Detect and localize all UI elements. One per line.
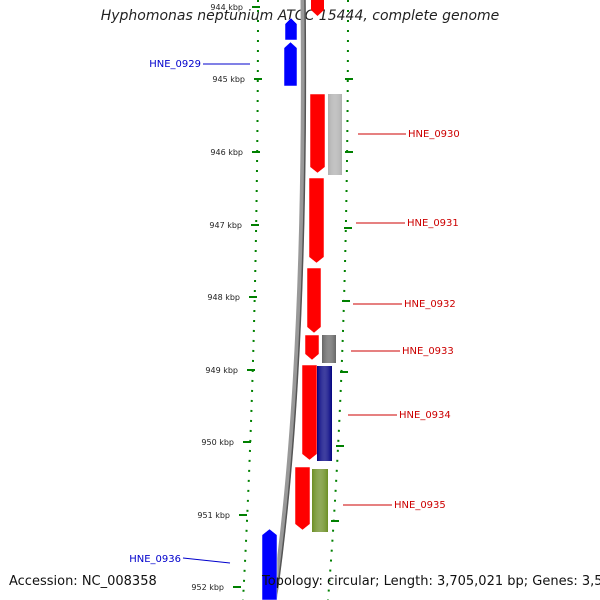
kbp-tick-label: 944 kbp bbox=[210, 3, 243, 12]
gene-arrow-hne-0929 bbox=[283, 41, 298, 87]
feature-box-shine bbox=[322, 335, 336, 363]
gene-label-hne-0929: HNE_0929 bbox=[149, 59, 201, 70]
feature-box-shine bbox=[312, 469, 328, 532]
gene-label-hne-0936: HNE_0936 bbox=[129, 554, 181, 565]
kbp-tick-label: 945 kbp bbox=[212, 75, 245, 84]
feature-box-shine bbox=[317, 366, 332, 461]
gene-label-hne-0935: HNE_0935 bbox=[394, 500, 446, 511]
genome-summary: Topology: circular; Length: 3,705,021 bp… bbox=[262, 574, 600, 589]
gene-leader-line bbox=[182, 557, 231, 564]
genome-backbone-shade bbox=[275, 0, 307, 600]
kbp-tick-label: 950 kbp bbox=[201, 438, 234, 447]
gene-label-hne-0933: HNE_0933 bbox=[402, 346, 454, 357]
genome-backbone bbox=[271, 0, 306, 600]
kbp-tick-label: 948 kbp bbox=[207, 293, 240, 302]
kbp-ticks: 944 kbp 945 kbp 946 kbp 947 kbp 948 kbp 949 k… bbox=[191, 3, 353, 592]
kbp-tick-label: 952 kbp bbox=[191, 583, 224, 592]
feature-box-shine bbox=[328, 94, 342, 175]
gene-label-hne-0931: HNE_0931 bbox=[407, 218, 459, 229]
gene-label-hne-0934: HNE_0934 bbox=[399, 410, 451, 421]
gene-label-hne-0930: HNE_0930 bbox=[408, 129, 460, 140]
gene-labels-layer: HNE_0929 HNE_0930 HNE_0931 HNE_0932 HNE_0933… bbox=[129, 59, 460, 565]
kbp-tick-label: 946 kbp bbox=[210, 148, 243, 157]
gene-arrow-hne-0929 bbox=[284, 17, 298, 41]
left-dotted-guide bbox=[242, 0, 259, 600]
gene-arrow-hne-0935 bbox=[294, 466, 311, 531]
genes-layer bbox=[261, 0, 342, 600]
gene-arrow-hne-0931 bbox=[308, 177, 325, 264]
gene-arrow-hne-0933 bbox=[304, 334, 320, 361]
genome-title: Hyphomonas neptunium ATCC 15444, complet… bbox=[100, 8, 500, 24]
gene-arrow-hne-0936 bbox=[261, 528, 278, 600]
kbp-tick-label: 947 kbp bbox=[209, 221, 242, 230]
gene-arrow-hne-0930 bbox=[309, 93, 326, 174]
gene-arrow-hne-0932 bbox=[306, 267, 322, 334]
gene-label-hne-0932: HNE_0932 bbox=[404, 299, 456, 310]
gene-arrow-hne-0934 bbox=[301, 364, 318, 461]
kbp-tick-label: 951 kbp bbox=[197, 511, 230, 520]
gene-arrow-partial bbox=[311, 0, 324, 16]
accession-label: Accession: NC_008358 bbox=[9, 574, 157, 589]
kbp-tick-label: 949 kbp bbox=[205, 366, 238, 375]
